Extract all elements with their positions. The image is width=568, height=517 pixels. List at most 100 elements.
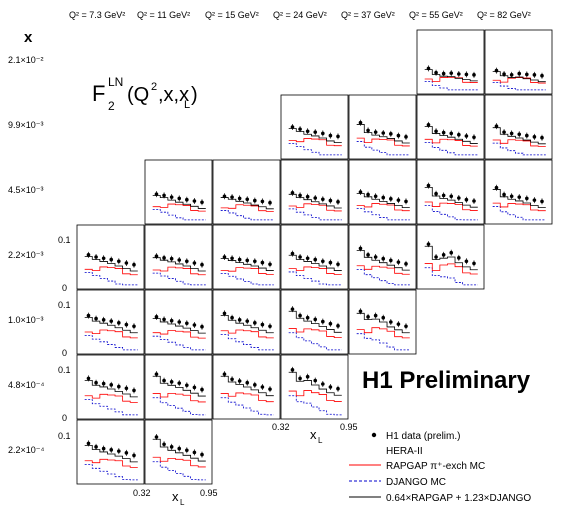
rapgap-histogram xyxy=(220,267,274,275)
data-point xyxy=(154,315,159,319)
x-row-labels: 2.1×10⁻² 9.9×10⁻³ 4.5×10⁻³ 2.2×10⁻³ 1.0×10⁻³… xyxy=(8,55,45,455)
data-point xyxy=(517,195,522,199)
data-point xyxy=(313,257,318,262)
rapgap-histogram xyxy=(152,330,206,339)
y-tick-0-row4: 0 xyxy=(62,348,67,358)
data-point xyxy=(426,66,431,71)
data-point xyxy=(86,376,91,381)
data-point xyxy=(200,452,204,457)
rapgap-histogram xyxy=(84,458,138,468)
data-point xyxy=(313,317,318,322)
x-row-label-3: 2.2×10⁻³ xyxy=(8,250,44,260)
title-main: F xyxy=(92,81,105,106)
panel-r1-c6 xyxy=(484,94,553,160)
y-tick-01-row3: 0.1 xyxy=(58,235,71,245)
data-point xyxy=(101,318,106,322)
data-point xyxy=(109,257,114,262)
data-point xyxy=(366,315,370,319)
django-histogram xyxy=(288,395,342,416)
rapgap-histogram xyxy=(220,392,274,403)
data-point xyxy=(298,313,302,318)
data-point xyxy=(396,322,401,326)
django-histogram xyxy=(424,142,478,156)
y-tick-0-row5: 0 xyxy=(62,413,67,423)
django-histogram xyxy=(288,271,342,286)
title-args-sub: L xyxy=(184,99,190,111)
panel-r5-c3 xyxy=(280,354,349,420)
data-point xyxy=(154,254,159,258)
panel-frame xyxy=(76,354,145,420)
panel-frame xyxy=(280,289,349,355)
data-point xyxy=(245,319,250,323)
data-point xyxy=(185,259,189,264)
panel-r3-c0 xyxy=(76,224,145,290)
data-point xyxy=(124,322,129,327)
data-point xyxy=(253,198,257,203)
title-args-sup: 2 xyxy=(151,81,157,93)
x-row-label-4: 1.0×10⁻³ xyxy=(8,315,44,325)
data-point xyxy=(434,129,438,134)
data-point xyxy=(449,194,454,199)
data-point xyxy=(185,383,189,388)
rapgap-histogram xyxy=(356,137,410,147)
data-point xyxy=(366,128,370,133)
legend: H1 data (prelim.) HERA-II RAPGAP π⁺-exch… xyxy=(349,431,531,504)
data-point xyxy=(124,261,129,265)
data-point xyxy=(154,372,159,376)
panel-frame xyxy=(484,29,553,95)
rapgap-histogram xyxy=(356,203,410,212)
legend-label-sum: 0.64×RAPGAP + 1.23×DJANGO xyxy=(386,493,531,504)
rapgap-histogram xyxy=(152,392,206,403)
panel-r5-c0 xyxy=(76,354,145,420)
data-point xyxy=(260,322,265,327)
q2-header-5: Q² = 55 GeV² xyxy=(409,10,463,20)
title-args: (Q xyxy=(127,84,149,106)
title-sub: 2 xyxy=(108,99,115,113)
sum-histogram xyxy=(84,256,138,272)
data-point xyxy=(525,72,529,77)
data-point xyxy=(464,197,469,202)
data-point xyxy=(313,196,318,200)
data-point xyxy=(389,132,393,136)
rapgap-histogram xyxy=(356,265,410,275)
rapgap-histogram xyxy=(424,76,478,83)
data-point xyxy=(192,199,197,203)
y-tick-0-row3: 0 xyxy=(62,283,67,293)
data-point xyxy=(389,197,393,201)
data-point xyxy=(441,71,446,76)
x-row-label-6: 2.2×10⁻⁴ xyxy=(8,445,45,455)
data-point xyxy=(358,246,363,251)
rapgap-histogram xyxy=(84,266,138,276)
data-point xyxy=(328,385,333,389)
django-histogram xyxy=(152,397,206,416)
legend-label-hera: HERA-II xyxy=(386,446,423,457)
data-point xyxy=(305,374,310,379)
data-point xyxy=(109,448,114,452)
sum-histogram xyxy=(492,127,546,145)
panel-r6-c0 xyxy=(76,419,145,485)
data-point xyxy=(245,380,250,385)
data-point xyxy=(177,446,182,451)
data-point xyxy=(358,120,363,125)
sum-histogram xyxy=(220,258,274,271)
data-point xyxy=(494,124,499,128)
data-point xyxy=(154,435,159,439)
data-point xyxy=(321,131,325,136)
panel-frame xyxy=(484,159,553,225)
data-point xyxy=(389,320,393,324)
data-point xyxy=(101,381,106,386)
q2-header-2: Q² = 15 GeV² xyxy=(205,10,259,20)
data-point xyxy=(381,315,386,320)
sum-histogram xyxy=(152,257,206,272)
panel-r3-c5 xyxy=(416,224,485,290)
data-point xyxy=(260,260,265,265)
django-histogram xyxy=(84,272,138,286)
data-point xyxy=(245,197,250,202)
data-point xyxy=(117,384,121,389)
data-point xyxy=(336,134,340,139)
data-point xyxy=(94,255,98,259)
data-point xyxy=(358,190,363,194)
chart-title: F 2 LN (Q 2 ,x,x L ) xyxy=(92,75,198,113)
data-point xyxy=(132,388,136,393)
